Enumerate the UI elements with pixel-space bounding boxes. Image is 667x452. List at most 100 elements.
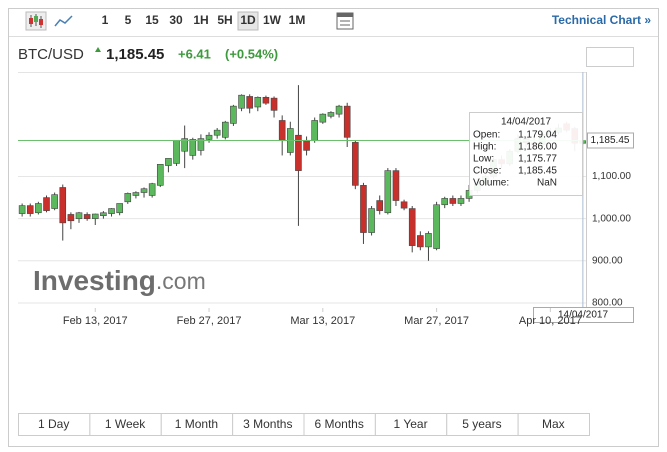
line-icon[interactable]: [54, 15, 73, 27]
candle-body: [148, 183, 156, 196]
icon-body: [29, 18, 33, 24]
technical-chart-link[interactable]: Technical Chart »: [552, 13, 651, 27]
icon-body: [39, 19, 43, 25]
up-arrow: [95, 47, 101, 52]
tooltip-date: 14/04/2017: [501, 117, 551, 128]
tooltip-value: 1,186.00: [518, 142, 557, 153]
change: +6.41: [178, 46, 211, 61]
candle-body: [408, 208, 416, 246]
range-label[interactable]: 1 Week: [105, 417, 146, 431]
candle-body: [26, 205, 34, 214]
range-label[interactable]: 1 Day: [38, 417, 69, 431]
candle-body: [352, 142, 359, 186]
candle-body: [392, 170, 400, 201]
tooltip-value: 1,185.45: [518, 166, 557, 177]
candle-body: [270, 97, 278, 111]
interval-button[interactable]: 1: [102, 13, 109, 27]
candle-body: [116, 203, 123, 214]
interval-button[interactable]: 1M: [289, 13, 306, 27]
settings-icon[interactable]: [336, 12, 354, 30]
candle-body: [18, 205, 26, 214]
watermark-brand-text: Investing: [33, 265, 156, 296]
candle-body: [173, 139, 180, 164]
interval-selected[interactable]: [237, 11, 259, 31]
candle-body: [75, 212, 83, 219]
tooltip-label: Volume:: [473, 178, 509, 189]
candle-body: [246, 96, 253, 109]
price-label-box: [587, 132, 634, 149]
candle-body: [343, 105, 351, 138]
tooltip-box: [469, 112, 583, 196]
x-tick-label: Apr 10, 2017: [519, 315, 582, 327]
interval-button[interactable]: 30: [169, 13, 183, 27]
icon-bar: [337, 13, 353, 17]
candle-body: [51, 194, 58, 209]
candle-body: [449, 198, 457, 204]
candle-body: [433, 204, 440, 249]
candle-body: [327, 112, 335, 117]
candle-body: [254, 96, 262, 108]
candle-body: [83, 214, 91, 219]
tooltip-label: Close:: [473, 166, 501, 177]
interval-button[interactable]: 1D: [240, 13, 256, 27]
candle-body: [205, 134, 213, 140]
tooltip-value: 1,179.04: [518, 130, 557, 141]
y-tick-label: 900.00: [592, 255, 623, 266]
tooltip-value: NaN: [537, 178, 557, 189]
candle-body: [91, 213, 99, 219]
range-label[interactable]: 6 Months: [315, 417, 364, 431]
tooltip-value: 1,175.77: [518, 154, 557, 165]
candle-body: [400, 201, 408, 209]
x-tick-label: Feb 13, 2017: [63, 315, 128, 327]
price: 1,185.45: [106, 46, 164, 63]
price-label: 1,185.45: [591, 135, 630, 146]
frame: [8, 8, 659, 447]
tooltip-label: Open:: [473, 130, 500, 141]
tooltip-label: High:: [473, 142, 496, 153]
y-tick-label: 1,100.00: [592, 171, 631, 182]
candle-body: [221, 121, 229, 138]
candle-body: [189, 139, 197, 156]
candle-body: [108, 208, 115, 214]
watermark: Investing.com: [33, 265, 206, 296]
range-label[interactable]: Max: [542, 417, 565, 431]
candle-body: [140, 188, 148, 193]
interval-button[interactable]: 1H: [193, 13, 208, 27]
x-tick-label: Mar 13, 2017: [290, 315, 355, 327]
interval-button[interactable]: 5H: [217, 13, 232, 27]
candle-body: [335, 105, 343, 115]
candle-body: [181, 138, 188, 152]
range-label[interactable]: 5 years: [462, 417, 501, 431]
interval-button[interactable]: 5: [125, 13, 132, 27]
y-tick-label: 800.00: [592, 298, 623, 309]
range-label[interactable]: 3 Months: [243, 417, 292, 431]
interval-button[interactable]: 1W: [263, 13, 282, 27]
range-button[interactable]: [517, 413, 590, 436]
candle-body: [319, 113, 327, 123]
candle-body: [156, 163, 164, 186]
candle-body: [295, 134, 302, 171]
interval-button[interactable]: 15: [145, 13, 159, 27]
range-label[interactable]: 1 Month: [175, 417, 218, 431]
candle-body: [59, 187, 67, 224]
candle-body: [425, 233, 432, 248]
range-label[interactable]: 1 Year: [394, 417, 428, 431]
candle-icon[interactable]: [25, 11, 47, 31]
candle-body: [441, 198, 449, 206]
candle-body: [238, 94, 245, 109]
watermark-brand: Investing.com: [33, 265, 206, 296]
tooltip-label: Low:: [473, 154, 494, 165]
candle-body: [278, 120, 286, 141]
candle-body: [35, 203, 42, 214]
input-box[interactable]: [586, 47, 634, 67]
candle-body: [417, 235, 424, 248]
candle-body: [262, 96, 270, 104]
candle-body: [213, 129, 221, 136]
candle-body: [368, 208, 375, 233]
candle-body: [124, 193, 132, 203]
candle-body: [457, 198, 465, 204]
candle-body: [67, 214, 75, 222]
